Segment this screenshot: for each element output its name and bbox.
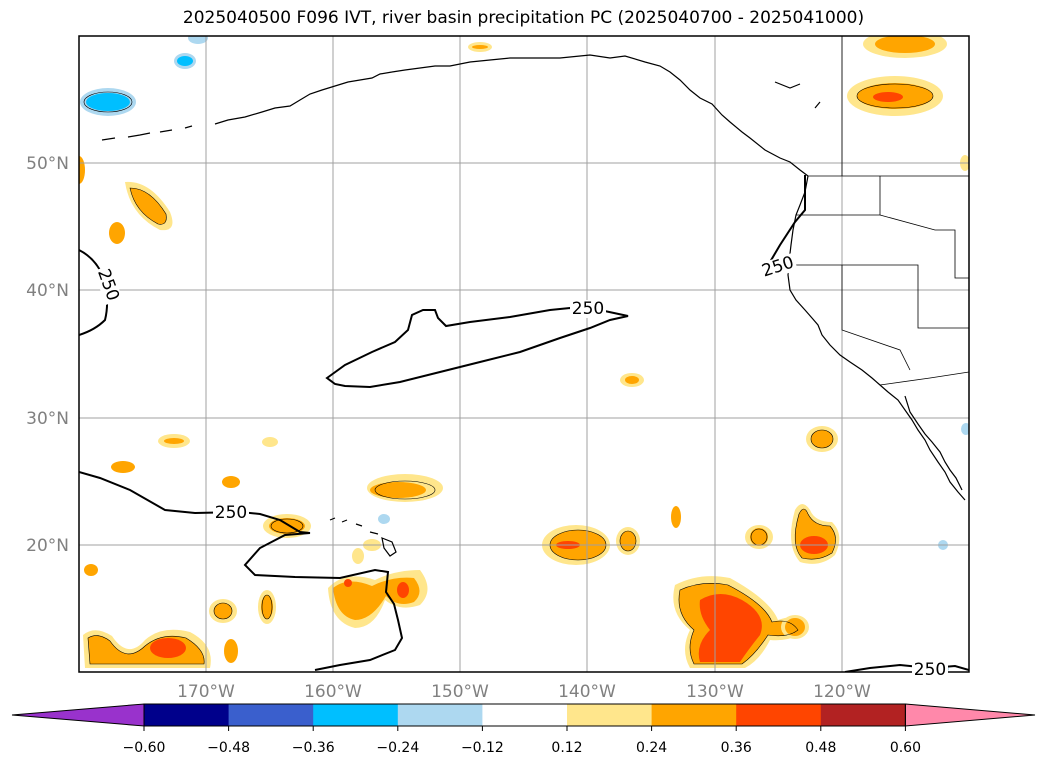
state-borders xyxy=(791,36,969,386)
precip-blob xyxy=(873,92,903,102)
map-frame xyxy=(78,35,970,673)
precip-blob xyxy=(111,461,135,473)
precip-blob xyxy=(397,582,409,598)
longitude-tick-label: 120°W xyxy=(813,682,871,702)
map-title: 2025040500 F096 IVT, river basin precipi… xyxy=(182,8,865,28)
precip-blob xyxy=(620,531,636,551)
colorbar-segment xyxy=(397,704,483,726)
precip-blob xyxy=(130,188,167,225)
latitude-tick-label: 30°N xyxy=(26,409,69,429)
precip-blob xyxy=(811,430,833,448)
precip-blob xyxy=(352,548,364,564)
contour-label: 250 xyxy=(215,503,247,523)
precip-blob xyxy=(109,222,125,244)
longitude-tick-label: 160°W xyxy=(304,682,362,702)
colorbar-tick-label: −0.12 xyxy=(461,740,504,756)
contour-label: 250 xyxy=(572,299,604,319)
colorbar-segment xyxy=(567,704,653,726)
coastlines xyxy=(101,54,966,557)
precip-blob xyxy=(84,564,98,576)
colorbar-tick-label: 0.12 xyxy=(551,740,582,756)
gridlines xyxy=(79,36,969,672)
longitude-tick-label: 170°W xyxy=(177,682,235,702)
precip-blob xyxy=(961,423,969,435)
precip-blob xyxy=(150,638,186,658)
latitude-tick-label: 50°N xyxy=(26,154,69,174)
precip-blob xyxy=(750,528,768,546)
precip-blob xyxy=(214,603,232,619)
precip-blob xyxy=(262,437,278,447)
precip-blob xyxy=(875,36,935,53)
colorbar-tick-label: −0.48 xyxy=(207,740,250,756)
precip-blob xyxy=(378,514,390,524)
colorbar-tick-label: 0.48 xyxy=(805,740,836,756)
latitude-tick-label: 20°N xyxy=(26,536,69,556)
colorbar-segment xyxy=(482,704,568,726)
precip-blob xyxy=(472,45,488,49)
colorbar-segment xyxy=(651,704,737,726)
colorbar: −0.60 −0.48 −0.36 −0.24 −0.12 0.12 0.24 0.36 0.4… xyxy=(11,703,1036,756)
contour-label-bg xyxy=(758,252,798,282)
contour-label-bg xyxy=(213,504,249,522)
precip-blob xyxy=(344,579,352,587)
longitude-tick-label: 140°W xyxy=(558,682,616,702)
precip-blob xyxy=(370,482,426,498)
map-area xyxy=(79,36,969,672)
precip-blob xyxy=(625,376,639,384)
precip-blob xyxy=(671,506,681,528)
precip-blob xyxy=(261,595,273,619)
colorbar-extend-high xyxy=(904,703,1036,727)
latitude-tick-label: 40°N xyxy=(26,281,69,301)
colorbar-segment xyxy=(820,704,906,726)
colorbar-segment xyxy=(228,704,314,726)
precip-blob xyxy=(164,438,184,444)
precip-blob xyxy=(86,93,130,111)
longitude-labels: 170°W 160°W 150°W 140°W 130°W 120°W xyxy=(177,682,871,702)
colorbar-tick-label: 0.24 xyxy=(636,740,667,756)
colorbar-tick-label: −0.24 xyxy=(376,740,419,756)
colorbar-segment xyxy=(313,704,399,726)
contour-label-bg xyxy=(912,661,948,679)
colorbar-tick-label: −0.60 xyxy=(123,740,166,756)
contour-label-bg xyxy=(93,265,123,305)
colorbar-tick-label: −0.36 xyxy=(292,740,335,756)
contour-label-bg xyxy=(570,300,606,318)
longitude-tick-label: 130°W xyxy=(686,682,744,702)
colorbar-segment xyxy=(736,704,822,726)
colorbar-segment xyxy=(144,704,230,726)
precip-blob xyxy=(188,36,208,44)
colorbar-outline xyxy=(143,703,906,727)
contour-label: 250 xyxy=(914,660,946,680)
longitude-tick-label: 150°W xyxy=(431,682,489,702)
precip-blob xyxy=(177,56,193,66)
colorbar-tick-label: 0.60 xyxy=(890,740,921,756)
precip-blob xyxy=(224,639,238,663)
latitude-labels: 50°N 40°N 30°N 20°N xyxy=(26,154,69,556)
colorbar-tick-label: 0.36 xyxy=(721,740,752,756)
precip-blob xyxy=(222,476,240,488)
precip-blob xyxy=(785,618,805,636)
colorbar-extend-low xyxy=(11,703,145,727)
